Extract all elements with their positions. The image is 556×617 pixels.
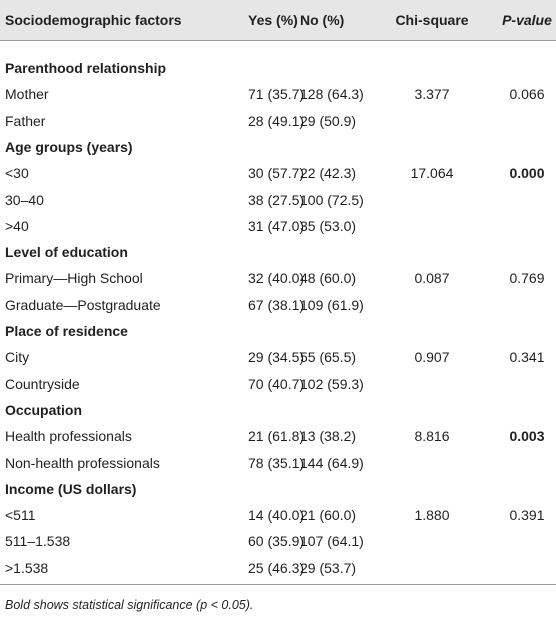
cell-value: 0.341 xyxy=(509,349,545,366)
cell-value: 0.391 xyxy=(509,507,545,524)
cell-value: 22 (42.3) xyxy=(300,165,357,182)
row-label: Non-health professionals xyxy=(5,454,160,471)
column-header: Sociodemographic factors xyxy=(5,12,182,28)
row-label: 30–40 xyxy=(5,191,44,208)
cell-value: 0.066 xyxy=(509,86,545,103)
row-label: <30 xyxy=(5,165,29,182)
group-title: Age groups (years) xyxy=(5,138,133,155)
row-label: Health professionals xyxy=(5,428,132,445)
group-title: Place of residence xyxy=(5,323,128,339)
row-label: >1.538 xyxy=(5,559,49,576)
group-title: Occupation xyxy=(5,401,83,418)
cell-value: 70 (40.7) xyxy=(248,375,305,392)
header-background xyxy=(0,0,556,40)
cell-value: 67 (38.1) xyxy=(248,296,305,313)
cell-value: 13 (38.2) xyxy=(300,428,357,445)
cell-value: 1.880 xyxy=(414,507,450,524)
row-label: 511–1.538 xyxy=(5,533,71,550)
row-label: Primary—High School xyxy=(5,270,143,287)
cell-value: 38 (27.5) xyxy=(248,191,305,208)
row-label: >40 xyxy=(5,217,29,234)
cell-value: 0.907 xyxy=(414,349,450,366)
column-header: Chi-square xyxy=(395,12,469,28)
footnote: Bold shows statistical significance (p <… xyxy=(5,598,254,612)
cell-value: 144 (64.9) xyxy=(300,454,364,471)
row-label: Father xyxy=(5,112,46,129)
row-label: Countryside xyxy=(5,375,80,392)
cell-value: 78 (35.1) xyxy=(248,454,305,471)
cell-value: 102 (59.3) xyxy=(300,375,364,392)
column-header: No (%) xyxy=(300,12,345,28)
cell-value: 32 (40.0) xyxy=(248,270,305,287)
cell-value: 30 (57.7) xyxy=(248,165,305,182)
cell-value: 71 (35.7) xyxy=(248,86,305,103)
cell-value: 17.064 xyxy=(410,165,454,182)
row-label: Graduate—Postgraduate xyxy=(5,296,161,313)
bottom-rule xyxy=(0,584,556,585)
cell-value: 48 (60.0) xyxy=(300,270,357,287)
group-title: Level of education xyxy=(5,244,128,261)
cell-value: 35 (53.0) xyxy=(300,217,357,234)
row-label: City xyxy=(5,349,30,366)
cell-value: 29 (50.9) xyxy=(300,112,357,129)
column-header: Yes (%) xyxy=(248,12,298,28)
cell-value: 31 (47.0) xyxy=(248,217,305,234)
group-title: Parenthood relationship xyxy=(5,60,167,76)
cell-value: 3.377 xyxy=(414,86,450,103)
cell-value: 8.816 xyxy=(414,428,450,445)
cell-value: 0.000 xyxy=(509,165,545,182)
cell-value: 109 (61.9) xyxy=(300,296,364,313)
header-rule xyxy=(0,40,556,41)
column-header: P-value xyxy=(502,12,552,28)
row-label: Mother xyxy=(5,86,49,103)
cell-value: 55 (65.5) xyxy=(300,349,357,366)
cell-value: 60 (35.9) xyxy=(248,533,305,550)
cell-value: 29 (34.5) xyxy=(248,349,305,366)
cell-value: 21 (61.8) xyxy=(248,428,305,445)
cell-value: 0.769 xyxy=(509,270,545,287)
cell-value: 100 (72.5) xyxy=(300,191,364,208)
cell-value: 21 (60.0) xyxy=(300,507,357,524)
group-title: Income (US dollars) xyxy=(5,480,137,497)
cell-value: 107 (64.1) xyxy=(300,533,364,550)
cell-value: 28 (49.1) xyxy=(248,112,305,129)
row-label: <511 xyxy=(5,507,36,524)
cell-value: 25 (46.3) xyxy=(248,559,305,576)
cell-value: 29 (53.7) xyxy=(300,559,357,576)
cell-value: 14 (40.0) xyxy=(248,507,305,524)
cell-value: 128 (64.3) xyxy=(300,86,364,103)
cell-value: 0.003 xyxy=(509,428,545,445)
cell-value: 0.087 xyxy=(414,270,450,287)
